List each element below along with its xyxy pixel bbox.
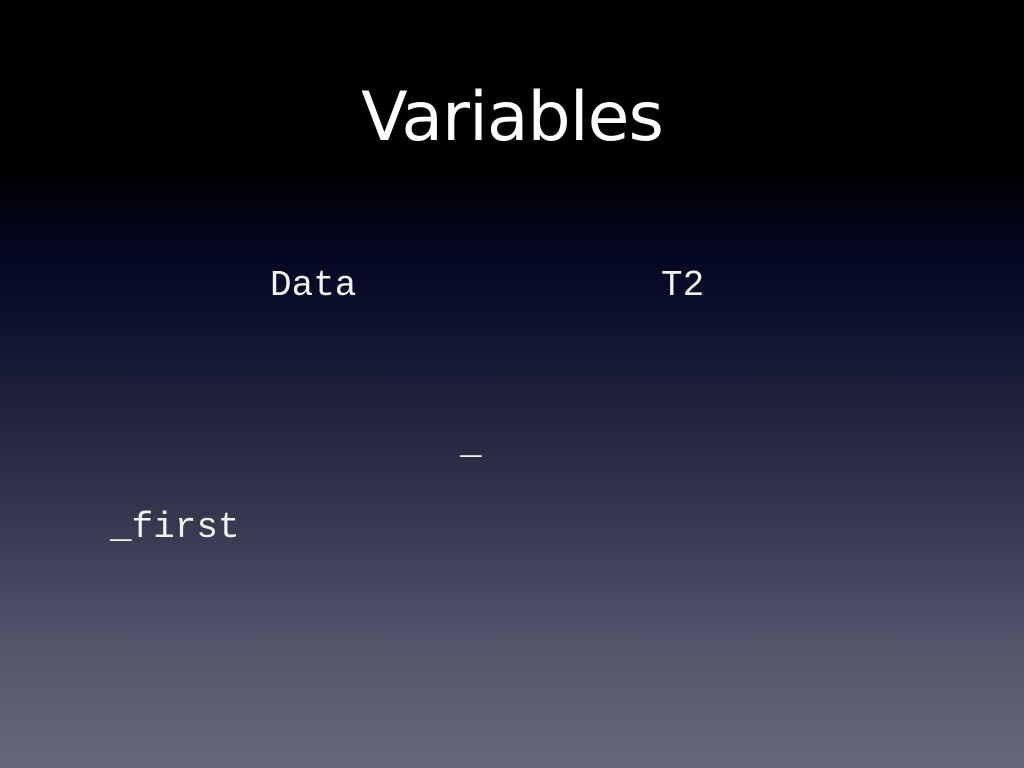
slide-title: Variables — [361, 78, 664, 157]
code-term-first: _first — [110, 507, 240, 548]
code-term-underscore: _ — [460, 423, 482, 464]
code-term-t2: T2 — [661, 265, 705, 306]
code-term-data: Data — [270, 265, 357, 306]
